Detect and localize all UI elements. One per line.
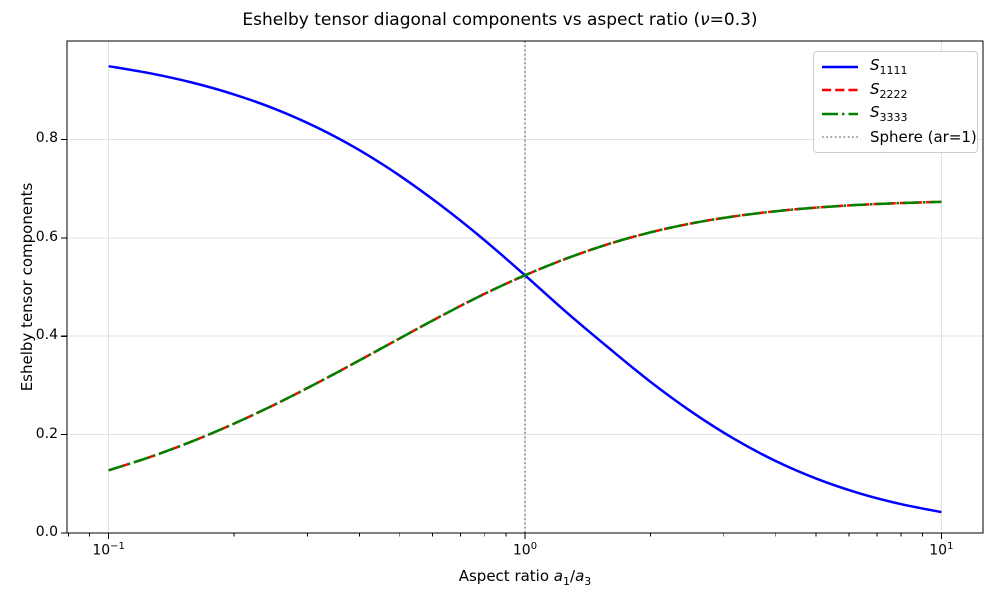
y-tick-label: 0.0: [35, 524, 58, 540]
y-tick-label: 0.8: [35, 130, 58, 147]
legend-line-sample: [822, 112, 858, 115]
y-tick-label: 0.4: [35, 327, 58, 344]
legend: S1111 S2222 S3333 Sphere (ar=1): [813, 51, 978, 153]
x-tick-label: 10−1: [92, 541, 125, 559]
legend-item: S1111: [814, 55, 977, 79]
chart-title: Eshelby tensor diagonal components vs as…: [0, 10, 1000, 30]
legend-label: S1111: [870, 56, 908, 78]
x-axis-label: Aspect ratio a1/a3: [458, 567, 592, 588]
x-tick-label: 100: [512, 541, 538, 559]
y-tick-label: 0.2: [35, 425, 58, 442]
legend-label: S3333: [870, 103, 908, 125]
series-S3333: [108, 200, 942, 472]
legend-item: Sphere (ar=1): [814, 126, 977, 150]
legend-item: S3333: [814, 102, 977, 126]
legend-label: Sphere (ar=1): [870, 128, 977, 147]
chart-title-suffix: =0.3): [709, 10, 758, 30]
y-axis-label: Eshelby tensor components: [18, 182, 36, 392]
y-tick-label: 0.6: [35, 228, 58, 245]
legend-line-sample: [822, 65, 858, 68]
legend-line-sample: [822, 89, 858, 92]
x-tick-label: 101: [929, 541, 954, 559]
legend-label: S2222: [870, 79, 908, 101]
chart-title-text: Eshelby tensor diagonal components vs as…: [242, 10, 701, 30]
nu-symbol: ν: [700, 10, 710, 30]
legend-item: S2222: [814, 79, 977, 103]
legend-line-sample: [822, 136, 858, 138]
